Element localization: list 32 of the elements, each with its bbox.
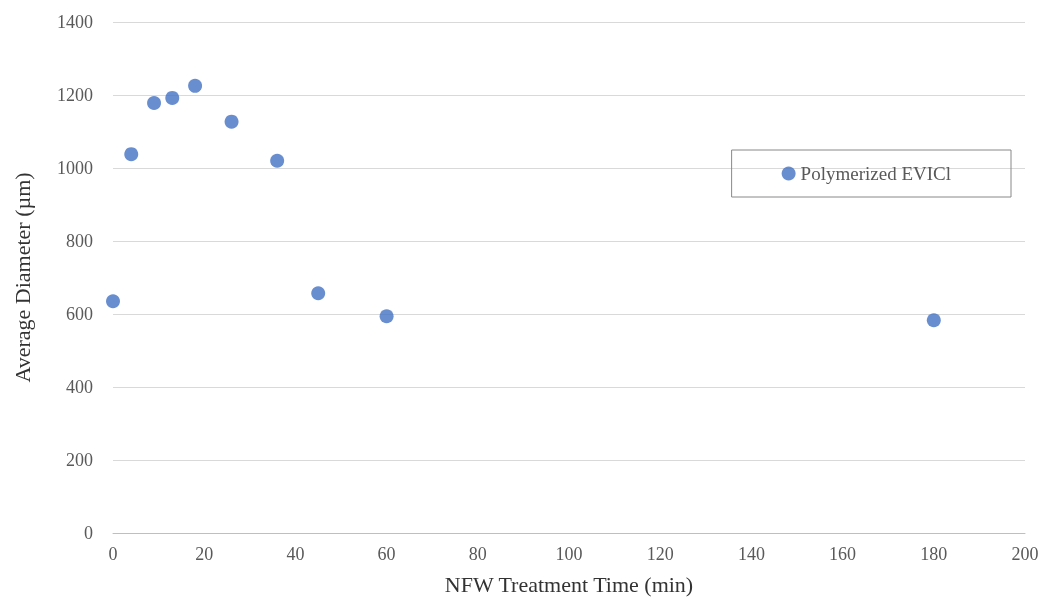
x-axis-title: NFW Treatment Time (min) — [444, 571, 694, 597]
x-tick-label: 60 — [377, 544, 396, 564]
legend-label: Polymerized EVICl — [800, 163, 951, 184]
y-tick-label: 200 — [66, 450, 93, 470]
point — [224, 114, 239, 129]
x-tick-label: 120 — [646, 544, 674, 564]
point — [106, 294, 120, 309]
x-tick-label: 80 — [468, 544, 487, 564]
y-tick-label: 600 — [66, 304, 93, 324]
y-tick-label: 800 — [66, 231, 93, 251]
x-tick-label: 40 — [286, 544, 305, 564]
point — [188, 78, 203, 93]
y-tick-label: 1200 — [57, 85, 93, 105]
x-tick-label: 20 — [195, 544, 214, 564]
point — [147, 96, 162, 111]
point — [270, 153, 285, 168]
y-axis-title: Average Diameter (µm) — [9, 172, 35, 383]
point — [165, 90, 180, 105]
point — [379, 309, 394, 324]
x-tick-label: 180 — [920, 544, 948, 564]
x-tick-label: 140 — [737, 544, 765, 564]
x-tick-label: 160 — [829, 544, 857, 564]
x-tick-label: 200 — [1011, 544, 1039, 564]
y-tick-label: 0 — [84, 523, 93, 543]
x-tick-label: 0 — [108, 544, 118, 564]
x-tick-label: 100 — [555, 544, 583, 564]
y-tick-label: 1000 — [57, 158, 93, 178]
y-tick-label: 400 — [66, 377, 93, 397]
point — [124, 147, 139, 162]
y-tick-label: 1400 — [57, 12, 93, 32]
point — [926, 313, 941, 328]
point — [311, 286, 326, 301]
